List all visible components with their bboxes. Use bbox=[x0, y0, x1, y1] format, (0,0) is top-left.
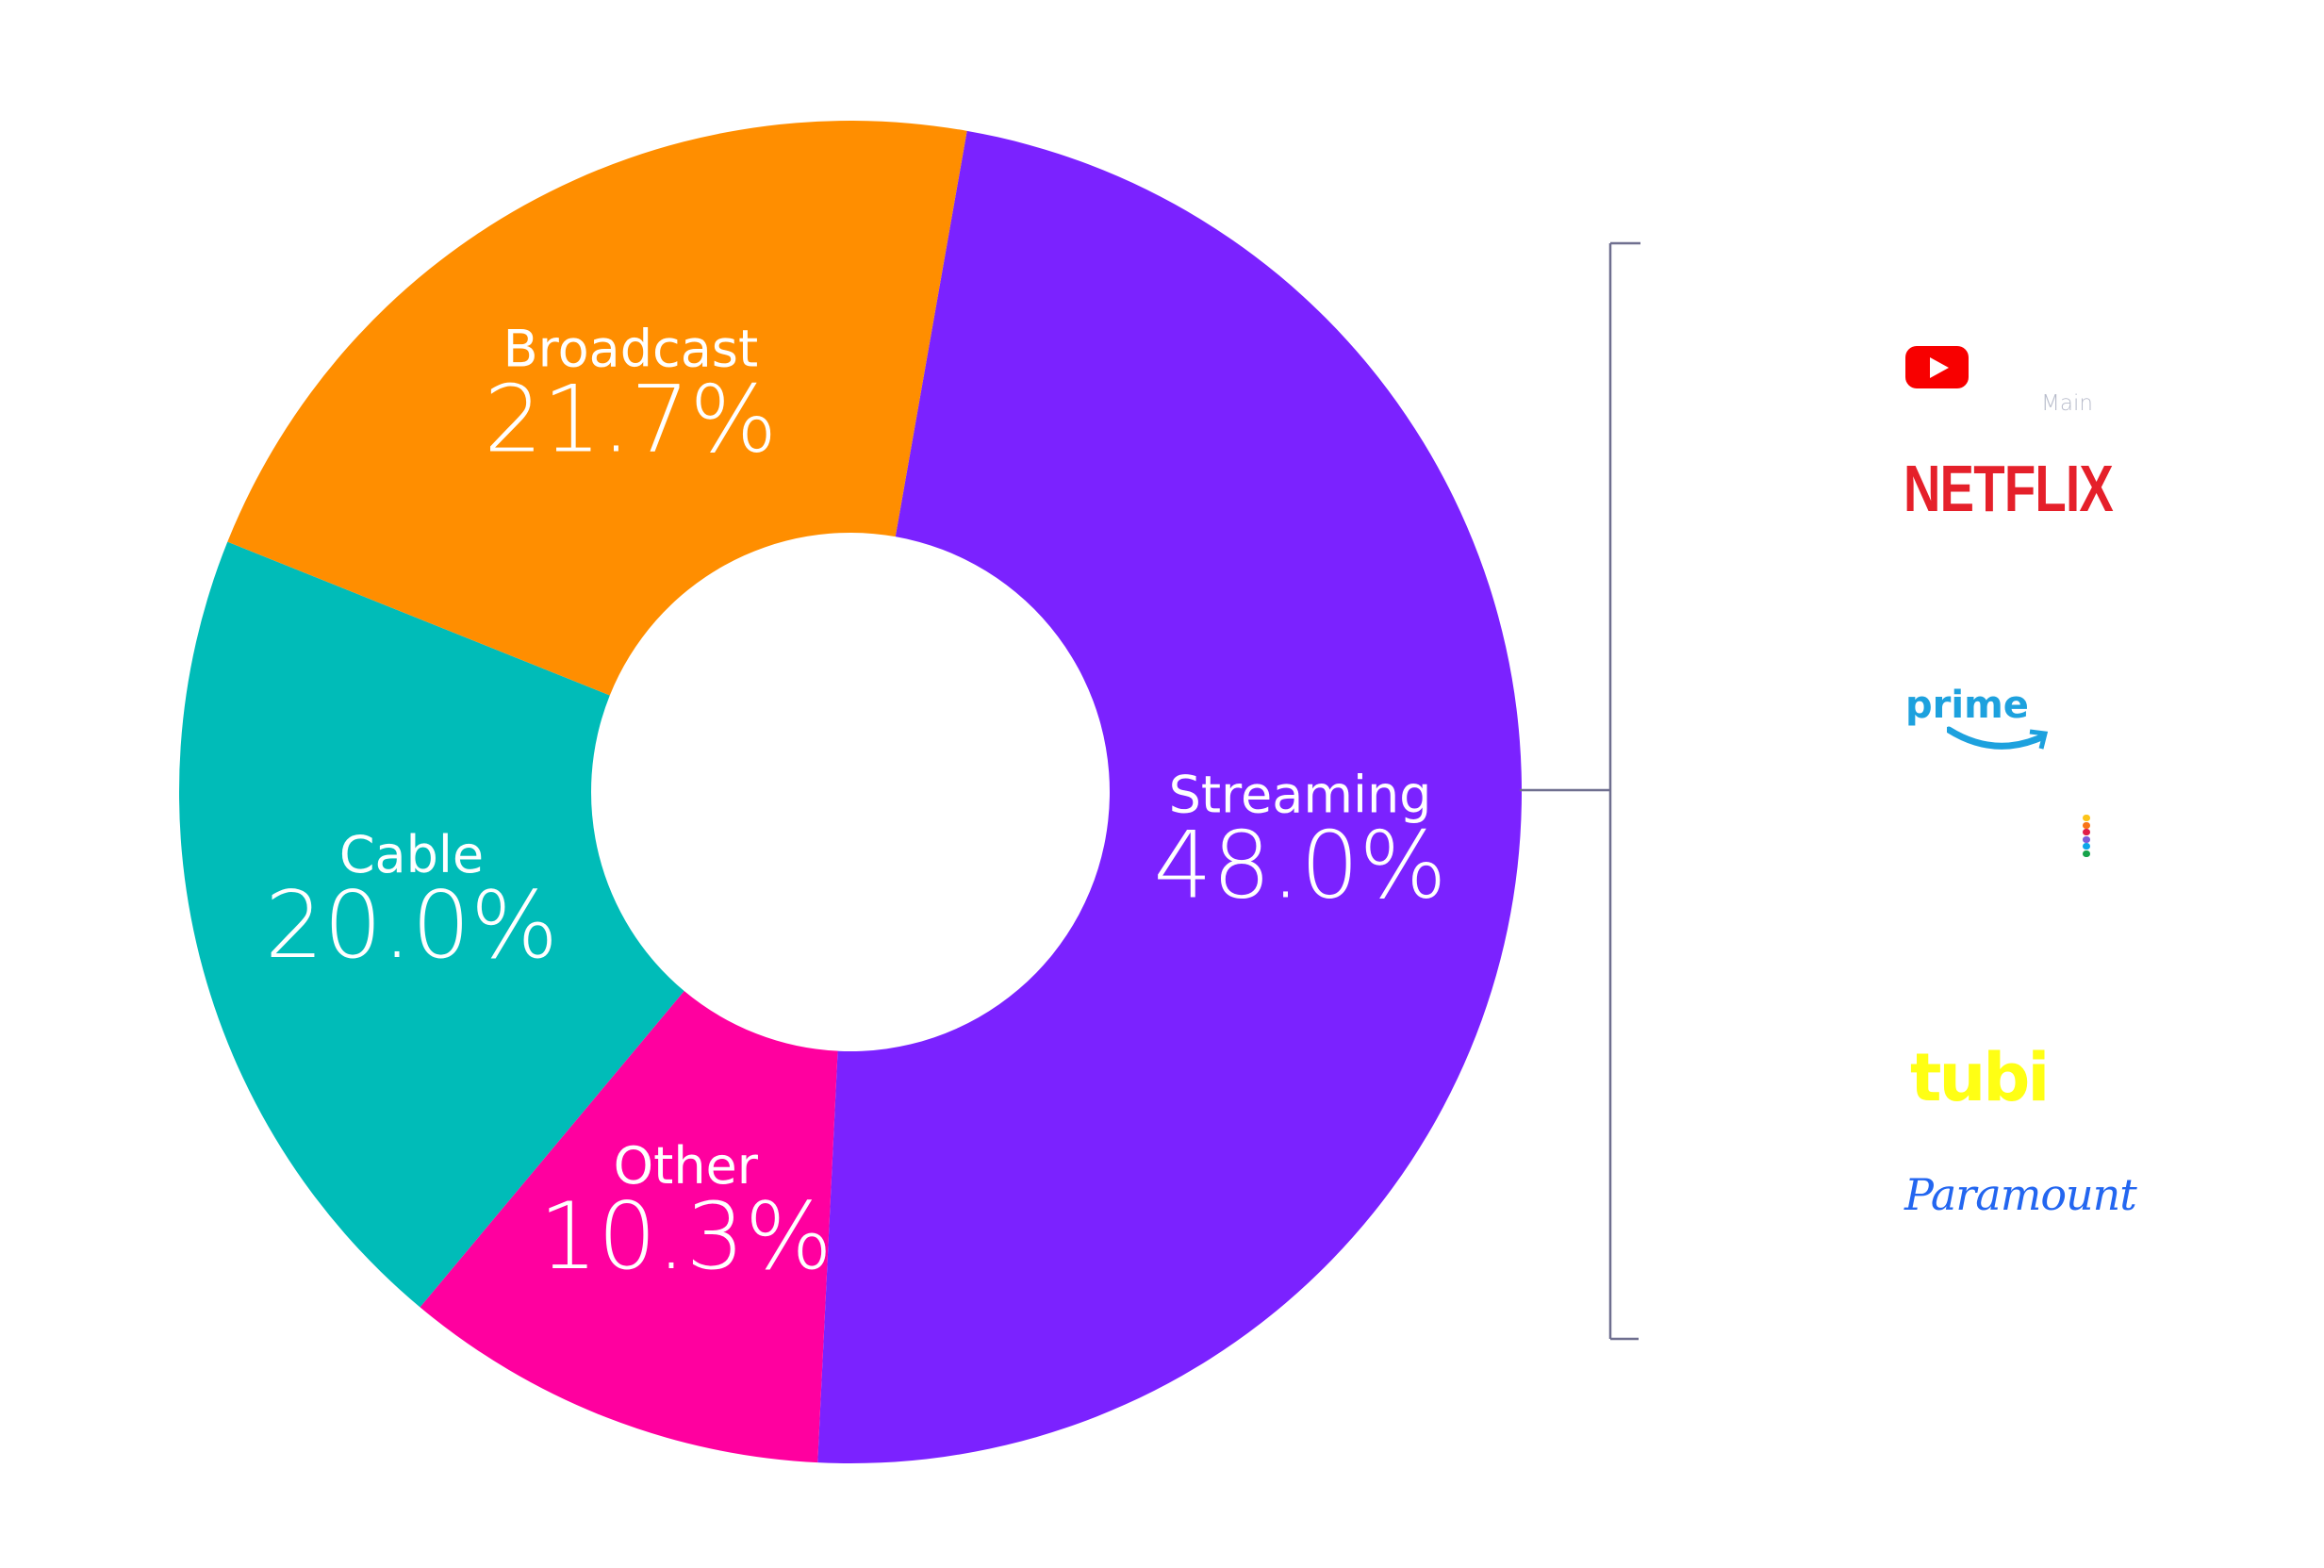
slice-label-streaming: Streaming bbox=[1169, 766, 1432, 825]
slice-value-cable: 20.0% bbox=[265, 872, 558, 980]
youtube-icon bbox=[1905, 346, 1969, 388]
slice-broadcast bbox=[227, 120, 967, 696]
slice-label-broadcast: Broadcast bbox=[503, 319, 759, 378]
slice-streaming bbox=[817, 130, 1522, 1463]
amazon-smile-icon bbox=[1947, 726, 2049, 750]
slice-value-broadcast: 21.7% bbox=[484, 366, 777, 473]
slice-cable bbox=[179, 541, 684, 1308]
paramount-logo: Paramount bbox=[1904, 1169, 2137, 1220]
slice-other bbox=[420, 991, 838, 1463]
netflix-logo: NETFLIX bbox=[1904, 452, 2114, 525]
peacock-dots-icon bbox=[2083, 815, 2092, 857]
prime-logo: prime bbox=[1905, 684, 2029, 727]
tubi-logo: tubi bbox=[1910, 1039, 2050, 1116]
slice-label-cable: Cable bbox=[339, 825, 484, 884]
main-caption: Main bbox=[2041, 391, 2093, 416]
slice-value-streaming: 48.0% bbox=[1153, 813, 1446, 920]
slice-label-other: Other bbox=[614, 1136, 759, 1196]
slice-value-other: 10.3% bbox=[539, 1183, 832, 1291]
streaming-bracket bbox=[1520, 241, 1640, 1341]
